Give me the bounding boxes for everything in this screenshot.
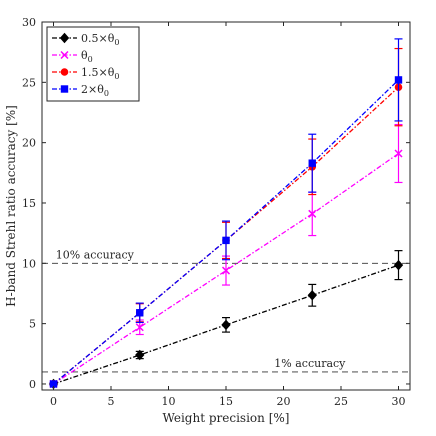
series-3 bbox=[49, 38, 403, 388]
series-3-point-3 bbox=[308, 159, 316, 167]
legend-marker-2 bbox=[60, 68, 69, 76]
legend-entry-0: 0.5×θ0 bbox=[52, 32, 119, 47]
series-3-point-1 bbox=[136, 309, 144, 317]
legend-label-0: 0.5×θ0 bbox=[81, 32, 119, 47]
y-tick-label-10: 10 bbox=[22, 257, 36, 270]
x-tick-label-20: 20 bbox=[277, 395, 291, 408]
legend-entry-3: 2×θ0 bbox=[52, 83, 109, 98]
y-tick-label-5: 5 bbox=[29, 318, 36, 331]
series-1-point-2 bbox=[221, 266, 231, 275]
series-1-point-4 bbox=[394, 149, 403, 158]
series-3-point-2 bbox=[222, 236, 230, 245]
legend-label-3: 2×θ0 bbox=[81, 83, 109, 98]
x-tick-label-30: 30 bbox=[392, 395, 406, 408]
legend-entry-1: θ0 bbox=[52, 49, 93, 64]
x-tick-label-15: 15 bbox=[219, 395, 233, 408]
x-tick-label-10: 10 bbox=[162, 395, 176, 408]
legend-marker-1 bbox=[60, 50, 69, 60]
series-0-point-2 bbox=[221, 319, 231, 331]
series-0-point-1 bbox=[135, 349, 145, 361]
legend-entry-2: 1.5×θ0 bbox=[52, 66, 119, 81]
y-tick-label-30: 30 bbox=[22, 16, 36, 29]
x-tick-label-25: 25 bbox=[334, 395, 348, 408]
legend-marker-3 bbox=[60, 85, 69, 93]
legend-label-1: θ0 bbox=[81, 49, 93, 64]
x-axis-label: Weight precision [%] bbox=[163, 411, 290, 425]
reference-label-1: 1% accuracy bbox=[274, 357, 346, 370]
x-tick-label-5: 5 bbox=[108, 395, 115, 408]
x-tick-label-0: 0 bbox=[50, 395, 57, 408]
series-1-point-1 bbox=[135, 323, 144, 332]
y-tick-label-20: 20 bbox=[22, 137, 36, 150]
series-0-point-3 bbox=[307, 290, 317, 301]
tick-labels: 0 5 10 15 20 25 30 0 5 10 15 20 25 30 bbox=[22, 16, 406, 408]
legend: 0.5×θ0 θ0 1.5×θ0 2×θ0 bbox=[46, 26, 140, 102]
reference-lines: 10% accuracy 1% accuracy bbox=[42, 248, 410, 373]
y-tick-label-15: 15 bbox=[22, 197, 36, 210]
series-1-point-3 bbox=[308, 209, 317, 218]
reference-label-0: 10% accuracy bbox=[56, 248, 135, 261]
series-0-point-4 bbox=[393, 259, 404, 271]
legend-marker-0 bbox=[59, 32, 70, 44]
axes bbox=[41, 21, 411, 391]
y-axis-label: H-band Strehl ratio accuracy [%] bbox=[4, 105, 18, 307]
series-3-point-4 bbox=[394, 76, 403, 84]
y-tick-label-0: 0 bbox=[29, 378, 36, 391]
legend-label-2: 1.5×θ0 bbox=[81, 66, 119, 81]
y-tick-label-25: 25 bbox=[22, 76, 36, 89]
series-group bbox=[48, 38, 404, 390]
